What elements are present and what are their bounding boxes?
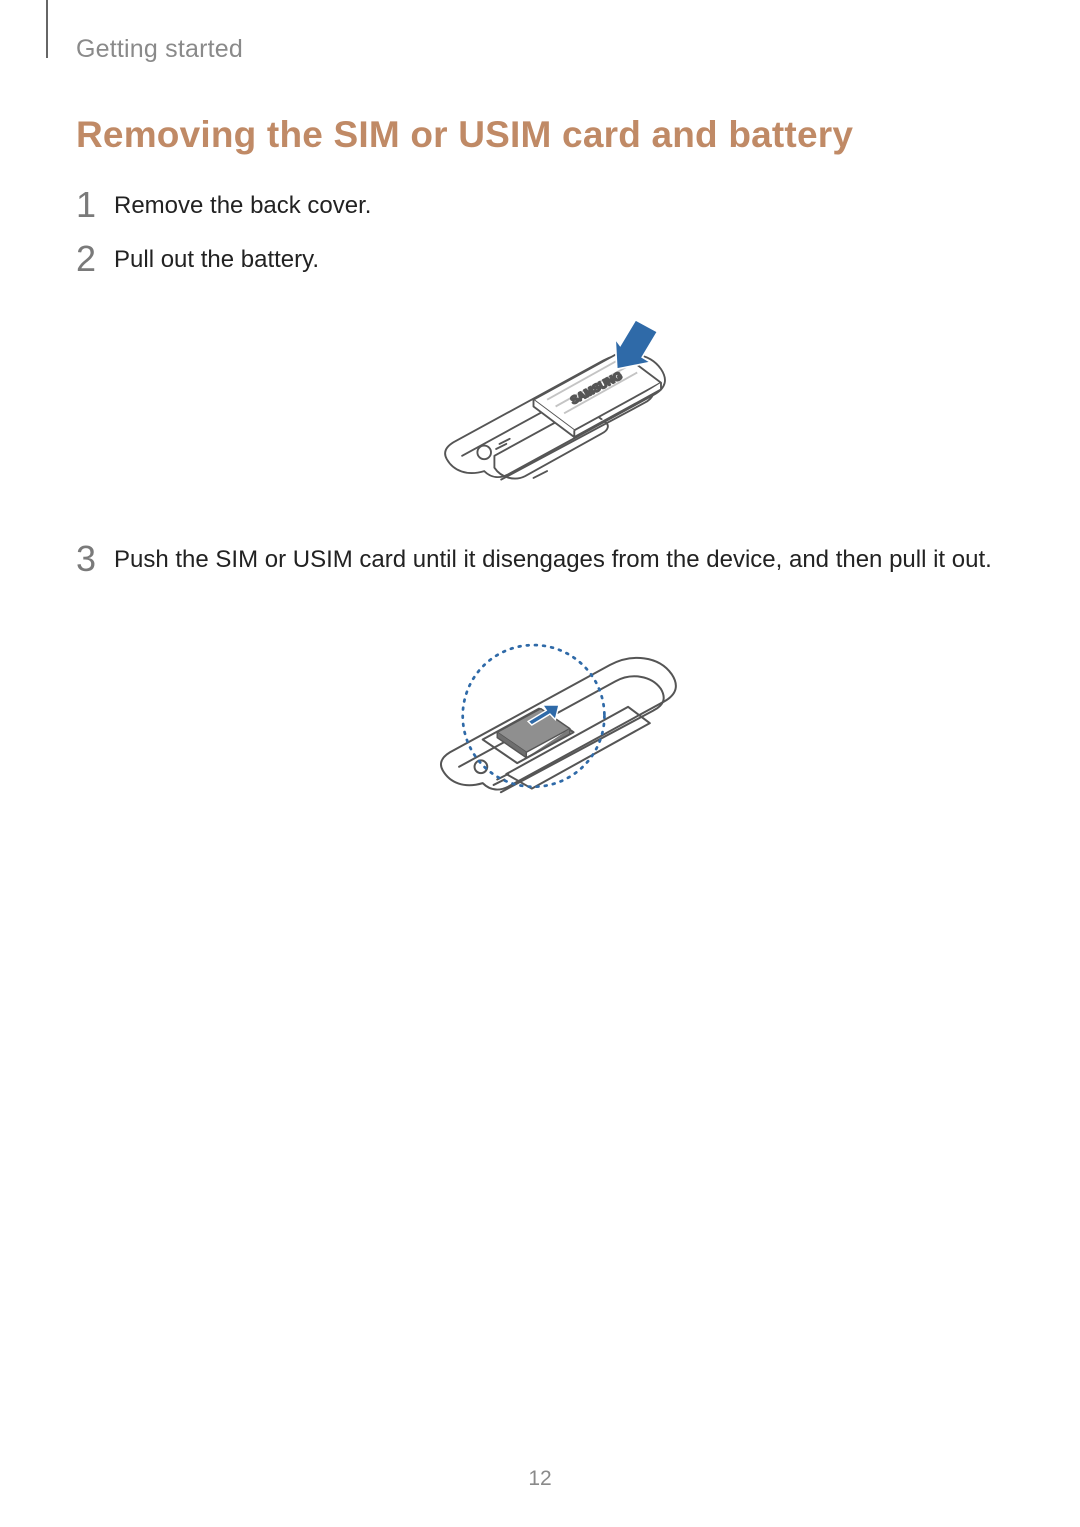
page-title: Removing the SIM or USIM card and batter… xyxy=(76,114,1004,156)
step-3: Push the SIM or USIM card until it disen… xyxy=(76,546,1004,814)
figure-battery: SAMSUNG xyxy=(400,296,718,500)
step-1-text: Remove the back cover. xyxy=(114,192,371,219)
breadcrumb: Getting started xyxy=(76,35,1004,64)
step-2: Pull out the battery. xyxy=(76,246,1004,500)
figure-sim xyxy=(389,596,729,814)
step-3-text: Push the SIM or USIM card until it disen… xyxy=(114,546,992,573)
step-2-text: Pull out the battery. xyxy=(114,246,319,273)
page-number: 12 xyxy=(0,1467,1080,1491)
step-list: Remove the back cover. Pull out the batt… xyxy=(76,192,1004,814)
step-1: Remove the back cover. xyxy=(76,192,1004,220)
